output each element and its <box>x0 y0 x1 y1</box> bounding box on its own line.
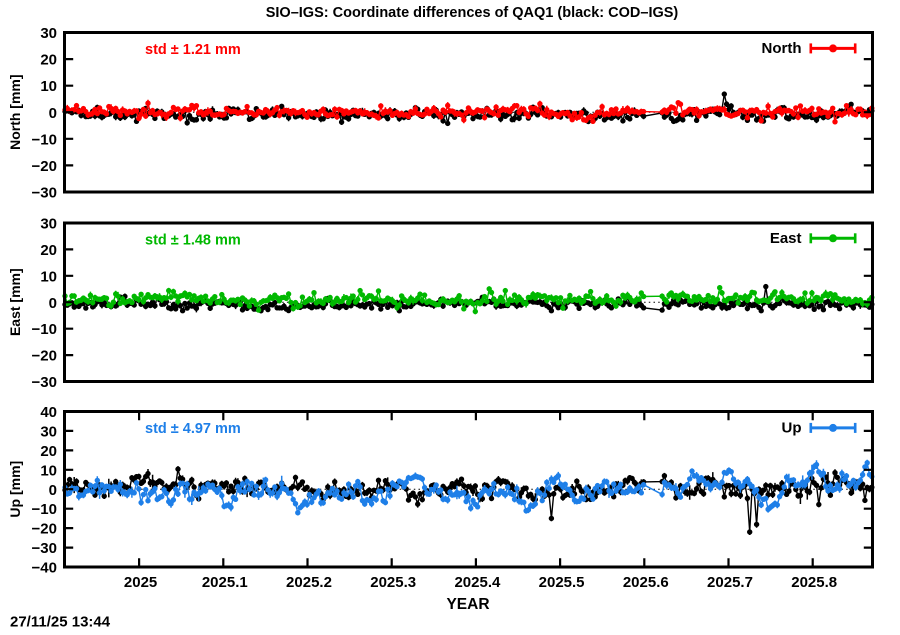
svg-text:2025.3: 2025.3 <box>370 574 416 591</box>
svg-text:2025.7: 2025.7 <box>707 574 753 591</box>
svg-text:30: 30 <box>40 25 57 42</box>
svg-text:40: 40 <box>40 404 57 421</box>
svg-text:2025.2: 2025.2 <box>286 574 332 591</box>
svg-text:2025.5: 2025.5 <box>539 574 585 591</box>
svg-text:East: East <box>770 230 802 247</box>
svg-text:−30: −30 <box>32 374 57 391</box>
svg-text:0: 0 <box>49 105 57 122</box>
svg-text:10: 10 <box>40 78 57 95</box>
svg-text:std ± 1.21 mm: std ± 1.21 mm <box>145 42 241 58</box>
svg-text:North: North <box>762 40 802 57</box>
svg-text:Up [mm]: Up [mm] <box>7 461 23 518</box>
svg-text:Up: Up <box>782 420 802 437</box>
svg-text:East [mm]: East [mm] <box>7 268 23 336</box>
svg-text:27/11/25 13:44: 27/11/25 13:44 <box>10 614 111 631</box>
svg-text:10: 10 <box>40 462 57 479</box>
svg-text:30: 30 <box>40 216 57 233</box>
svg-text:North [mm]: North [mm] <box>7 74 23 149</box>
svg-text:2025.8: 2025.8 <box>791 574 837 591</box>
svg-text:−30: −30 <box>32 185 57 202</box>
svg-text:2025.6: 2025.6 <box>623 574 669 591</box>
svg-text:std ± 1.48 mm: std ± 1.48 mm <box>145 233 241 249</box>
svg-text:−10: −10 <box>32 321 57 338</box>
svg-text:−10: −10 <box>32 131 57 148</box>
svg-text:std ± 4.97 mm: std ± 4.97 mm <box>145 421 241 437</box>
svg-text:−40: −40 <box>32 560 57 577</box>
svg-text:2025: 2025 <box>124 574 157 591</box>
svg-text:20: 20 <box>40 443 57 460</box>
svg-text:20: 20 <box>40 52 57 69</box>
svg-text:2025.4: 2025.4 <box>454 574 501 591</box>
svg-text:30: 30 <box>40 423 57 440</box>
svg-text:−30: −30 <box>32 540 57 557</box>
svg-text:0: 0 <box>49 295 57 312</box>
svg-text:−20: −20 <box>32 521 57 538</box>
svg-text:0: 0 <box>49 482 57 499</box>
svg-text:−20: −20 <box>32 348 57 365</box>
svg-text:20: 20 <box>40 242 57 259</box>
svg-text:2025.1: 2025.1 <box>202 574 248 591</box>
svg-text:−20: −20 <box>32 158 57 175</box>
svg-text:10: 10 <box>40 268 57 285</box>
svg-text:YEAR: YEAR <box>446 596 489 613</box>
svg-text:SIO–IGS: Coordinate difference: SIO–IGS: Coordinate differences of QAQ1 … <box>266 5 679 21</box>
svg-text:−10: −10 <box>32 501 57 518</box>
